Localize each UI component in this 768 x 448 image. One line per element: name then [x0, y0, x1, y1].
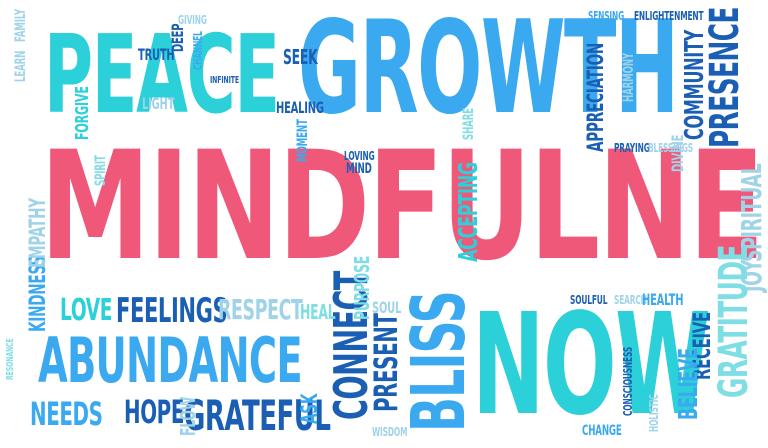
word-growth: GROWTH	[298, 0, 679, 143]
word-sensing: SENSING	[588, 9, 625, 23]
word-peace: PEACE	[44, 13, 280, 138]
word-purpose: PURPOSE	[350, 255, 374, 320]
word-presence: PRESENCE	[702, 7, 748, 148]
word-heal: HEAL	[300, 300, 336, 324]
word-grateful: GRATEFUL	[184, 391, 331, 440]
word-appreciation: APPRECIATION	[584, 42, 609, 152]
word-respect: RESPECT	[218, 293, 303, 326]
word-light: LIGHT	[142, 94, 175, 113]
word-praying: PRAYING	[614, 141, 650, 155]
word-moment: MOMENT	[295, 119, 311, 162]
word-present: PRESENT	[367, 313, 405, 412]
word-spirit: SPIRIT	[93, 155, 109, 186]
word-consciousness: CONSCIOUSNESS	[621, 346, 635, 416]
word-forgive: FORGIVE	[72, 86, 93, 140]
word-gratitude: GRATITUDE	[711, 245, 757, 398]
word-search: SEARCH	[614, 293, 647, 307]
word-deep: DEEP	[168, 23, 187, 52]
word-soul: SOUL	[372, 298, 402, 317]
word-love: LOVE	[60, 293, 113, 328]
word-accepting: ACCEPTING	[454, 162, 484, 262]
word-health: HEALTH	[642, 290, 684, 309]
word-divine: DIVINE	[668, 134, 687, 172]
word-learn: LEARN	[13, 50, 29, 82]
word-holistic: HOLISTIC	[647, 394, 661, 432]
word-needs: NEEDS	[30, 395, 103, 433]
word-seek: SEEK	[283, 45, 318, 69]
word-soulful: SOULFUL	[570, 293, 608, 307]
word-resonance: RESONANCE	[5, 338, 16, 380]
word-flow: FLOW	[176, 396, 200, 436]
word-giving: GIVING	[178, 13, 207, 27]
word-mind: MIND	[346, 161, 372, 177]
word-feelings: FEELINGS	[116, 291, 228, 331]
word-healing: HEALING	[276, 98, 324, 117]
word-believe: BELIEVE	[674, 348, 704, 420]
word-share: SHARE	[461, 108, 477, 140]
word-wisdom: WISDOM	[372, 425, 408, 439]
word-family: FAMILY	[13, 9, 29, 43]
word-empathy: EMPATHY	[26, 198, 51, 268]
word-loving: LOVING	[344, 149, 375, 163]
word-abundance: ABUNDANCE	[38, 324, 303, 397]
word-now: NOW	[472, 284, 711, 447]
word-enlightenment: ENLIGHTENMENT	[634, 9, 704, 23]
word-change: CHANGE	[582, 423, 622, 439]
word-channel: CHANNEL	[191, 31, 205, 71]
word-blessings: BLESSINGS	[648, 141, 693, 155]
word-community: COMMUNITY	[680, 30, 710, 141]
word-mindfulness: MINDFULNESS	[40, 120, 768, 294]
word-bliss: BLISS	[396, 291, 482, 432]
word-harmony: HARMONY	[621, 52, 637, 102]
word-ask: ASK	[298, 393, 323, 424]
word-infinite: INFINITE	[210, 75, 240, 86]
word-truth: TRUTH	[138, 45, 175, 64]
word-hope: HOPE	[124, 393, 184, 431]
